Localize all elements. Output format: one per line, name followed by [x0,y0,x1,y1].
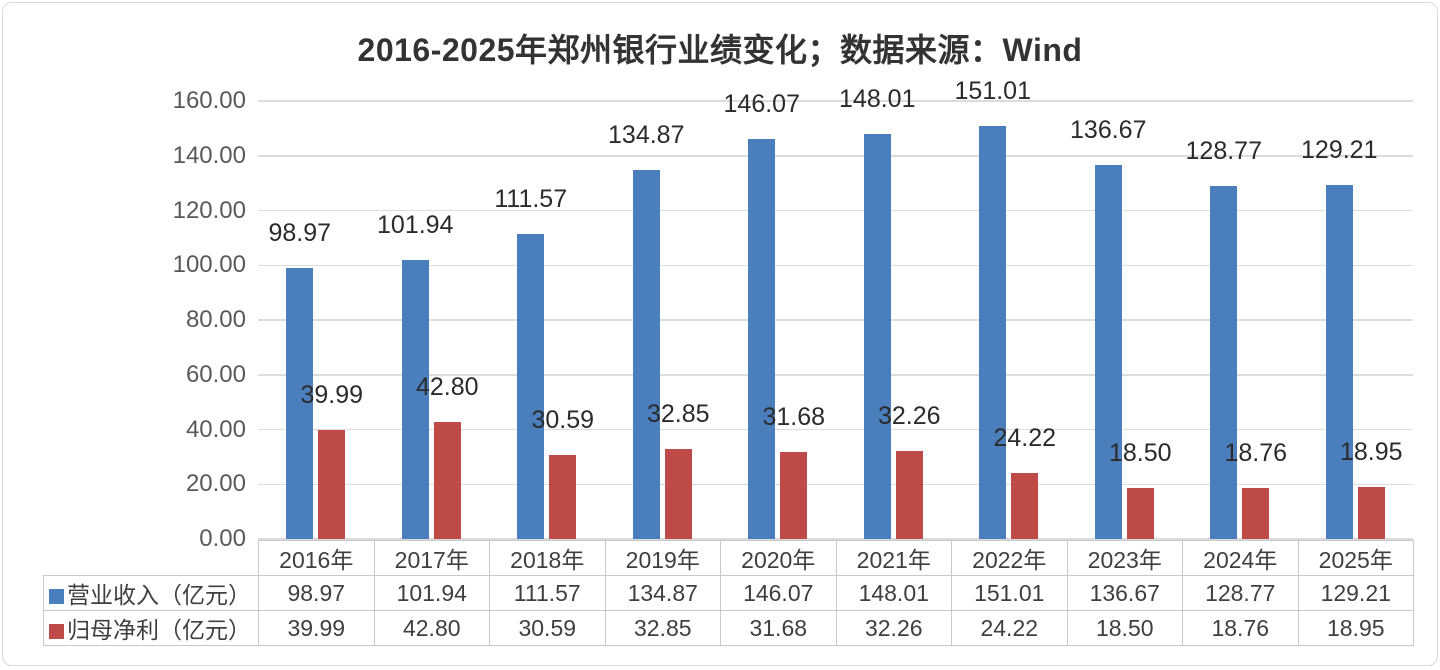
table-value-cell: 30.59 [489,610,606,646]
gridline [258,538,1413,540]
value-label: 148.01 [839,84,916,113]
y-axis-tick-label: 140.00 [172,141,246,169]
table-value-cell: 42.80 [373,610,490,646]
value-label: 111.57 [494,184,568,213]
y-axis-tick-label: 120.00 [172,196,246,224]
revenue-bar-2022年 [979,125,1007,539]
revenue-bar-2023年 [1094,164,1122,539]
profit-bar-2017年 [433,421,461,539]
gridline [258,374,1413,376]
table-header-cell: 2023年 [1066,540,1183,576]
table-value-cell: 24.22 [951,610,1068,646]
profit-bar-2020年 [780,452,808,539]
table-row: 归母净利（亿元） 39.99 42.80 30.59 32.85 31.68 32.26 24… [43,610,1414,646]
table-value-cell: 136.67 [1066,575,1183,611]
table-value-cell: 98.97 [258,575,375,611]
table-value-cell: 101.94 [373,575,490,611]
table-value-cell: 18.50 [1066,610,1183,646]
chart-title: 2016-2025年郑州银行业绩变化；数据来源：Wind [357,32,1083,68]
profit-bar-2025年 [1357,487,1385,539]
value-label: 136.67 [1070,115,1147,144]
table-value-cell: 134.87 [604,575,721,611]
value-label: 32.85 [646,400,710,429]
profit-bar-2021年 [895,450,923,539]
y-axis-tick-label: 100.00 [172,251,246,279]
table-header-cell: 2025年 [1297,540,1414,576]
revenue-legend-swatch-icon [49,589,64,604]
y-axis-tick-label: 20.00 [185,470,246,498]
value-label: 151.01 [954,76,1031,105]
table-value-cell: 146.07 [720,575,837,611]
gridline [258,209,1413,212]
revenue-bar-2018年 [517,233,545,539]
profit-bar-2018年 [549,455,577,539]
y-axis-tick-label: 160.00 [172,87,246,114]
revenue-bar-2016年 [286,268,314,539]
y-axis-tick-label: 60.00 [185,360,246,388]
table-header-row: 2016年 2017年 2018年 2019年 2020年 2021年 2022年 2023年… [44,540,1414,576]
revenue-bar-2020年 [748,139,776,539]
table-header-cell: 2020年 [720,540,837,576]
table-value-cell: 18.76 [1182,610,1299,646]
y-axis-tick-label: 40.00 [185,415,246,443]
profit-bar-2016年 [318,429,346,539]
table-header-cell: 2021年 [835,540,952,576]
table-corner-cell [44,541,259,576]
table-value-cell: 32.26 [835,610,952,646]
value-label: 18.76 [1224,438,1288,467]
table-value-cell: 111.57 [489,575,606,611]
table-value-cell: 18.95 [1297,610,1414,646]
value-label: 101.94 [377,210,454,239]
table-value-cell: 151.01 [951,575,1068,611]
value-label: 129.21 [1301,136,1378,165]
gridline [258,155,1413,157]
revenue-bar-2017年 [401,259,429,539]
value-label: 146.07 [723,90,800,119]
gridline [258,264,1413,266]
profit-bar-2019年 [664,449,692,539]
table-value-cell: 129.21 [1297,575,1414,611]
revenue-bar-2024年 [1210,186,1238,539]
value-label: 42.80 [415,372,479,401]
table-row: 营业收入（亿元） 98.97 101.94 111.57 134.87 146.07 148… [43,575,1414,611]
table-value-cell: 32.85 [604,610,721,646]
table-header-cell: 2019年 [604,540,721,576]
table-header-cell: 2016年 [258,540,375,576]
value-label: 24.22 [993,423,1057,452]
value-label: 39.99 [300,380,364,409]
series-legend-label: 归母净利（亿元） [43,610,259,646]
gridline [258,483,1413,485]
y-axis-tick-label: 0.00 [199,525,246,552]
series-legend-label: 营业收入（亿元） [43,575,259,611]
profit-bar-2022年 [1011,472,1039,539]
table-header-cell: 2022年 [951,540,1068,576]
value-label: 31.68 [762,403,826,432]
revenue-bar-2025年 [1325,185,1353,539]
gridline [258,100,1413,102]
profit-legend-swatch-icon [49,624,64,639]
gridline [258,428,1413,431]
value-label: 134.87 [608,120,685,149]
revenue-bar-2019年 [632,169,660,539]
value-label: 98.97 [268,219,332,248]
value-label: 18.50 [1108,439,1172,468]
data-table-with-legend: 2016年 2017年 2018年 2019年 2020年 2021年 2022年 2023年… [43,540,1414,646]
value-label: 30.59 [531,406,595,435]
revenue-bar-2021年 [863,133,891,539]
value-label: 18.95 [1339,438,1403,467]
table-header-cell: 2018年 [489,540,606,576]
table-value-cell: 31.68 [720,610,837,646]
value-label: 32.26 [877,401,941,430]
table-header-cell: 2017年 [373,540,490,576]
table-header-cell: 2024年 [1182,540,1299,576]
value-label: 128.77 [1185,137,1262,166]
profit-bar-2024年 [1242,487,1270,539]
gridline [258,319,1413,321]
y-axis-tick-label: 80.00 [185,306,246,333]
table-value-cell: 39.99 [258,610,375,646]
table-value-cell: 128.77 [1182,575,1299,611]
table-value-cell: 148.01 [835,575,952,611]
profit-bar-2023年 [1126,488,1154,539]
